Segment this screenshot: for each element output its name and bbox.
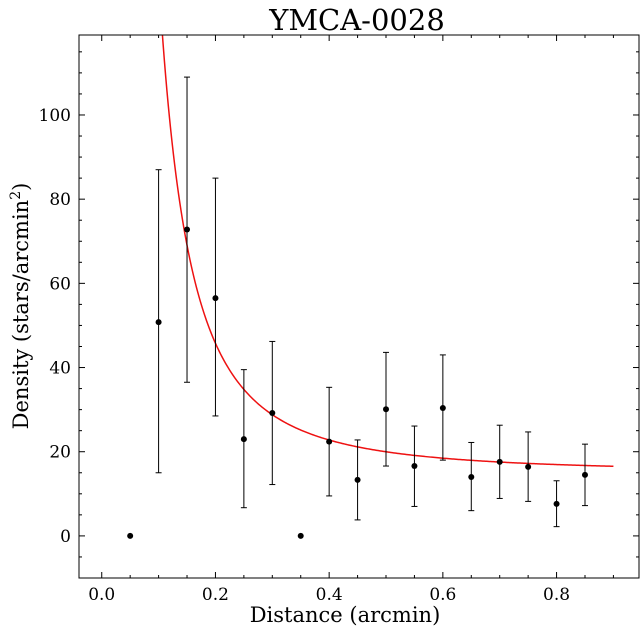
chart-title: YMCA-0028 [268,3,445,37]
data-point [184,226,191,233]
y-tick-label: 60 [49,274,71,294]
y-tick-label: 80 [49,190,71,210]
y-axis-label-superscript: 2 [8,191,24,200]
x-tick-label: 0.2 [202,585,229,605]
data-point [354,476,361,483]
y-tick-label: 20 [49,443,71,463]
data-point [155,319,162,326]
x-axis-label: Distance (arcmin) [250,603,441,627]
y-axis-label-close: ) [9,183,33,191]
x-tick-label: 0.4 [316,585,343,605]
data-point [127,532,134,539]
y-tick-label: 100 [39,106,71,126]
y-tick-label: 0 [60,527,71,547]
x-tick-label: 0.8 [543,585,570,605]
plot-frame [78,34,640,579]
data-point [212,295,219,302]
data-point [496,458,503,465]
data-point [269,409,276,416]
data-point [297,532,304,539]
data-point [581,471,588,478]
fit-curve-layer [161,35,614,468]
data-point [383,406,390,413]
data-point [525,463,532,470]
y-axis-label: Density (stars/arcmin2) [8,183,33,430]
data-points-layer [127,226,588,539]
y-axis-label-main: Density (stars/arcmin [9,200,33,430]
fit-curve [161,35,614,468]
data-point [411,463,418,470]
data-point [326,438,333,445]
data-point [439,404,446,411]
data-point [468,473,475,480]
axis-ticks: 0.0 0.2 0.4 0.6 0.8 0 20 40 60 80 100 [39,35,639,605]
data-point [553,500,560,507]
data-point [240,436,247,443]
x-tick-label: 0.6 [429,585,456,605]
y-tick-label: 40 [49,359,71,379]
x-tick-label: 0.0 [88,585,115,605]
